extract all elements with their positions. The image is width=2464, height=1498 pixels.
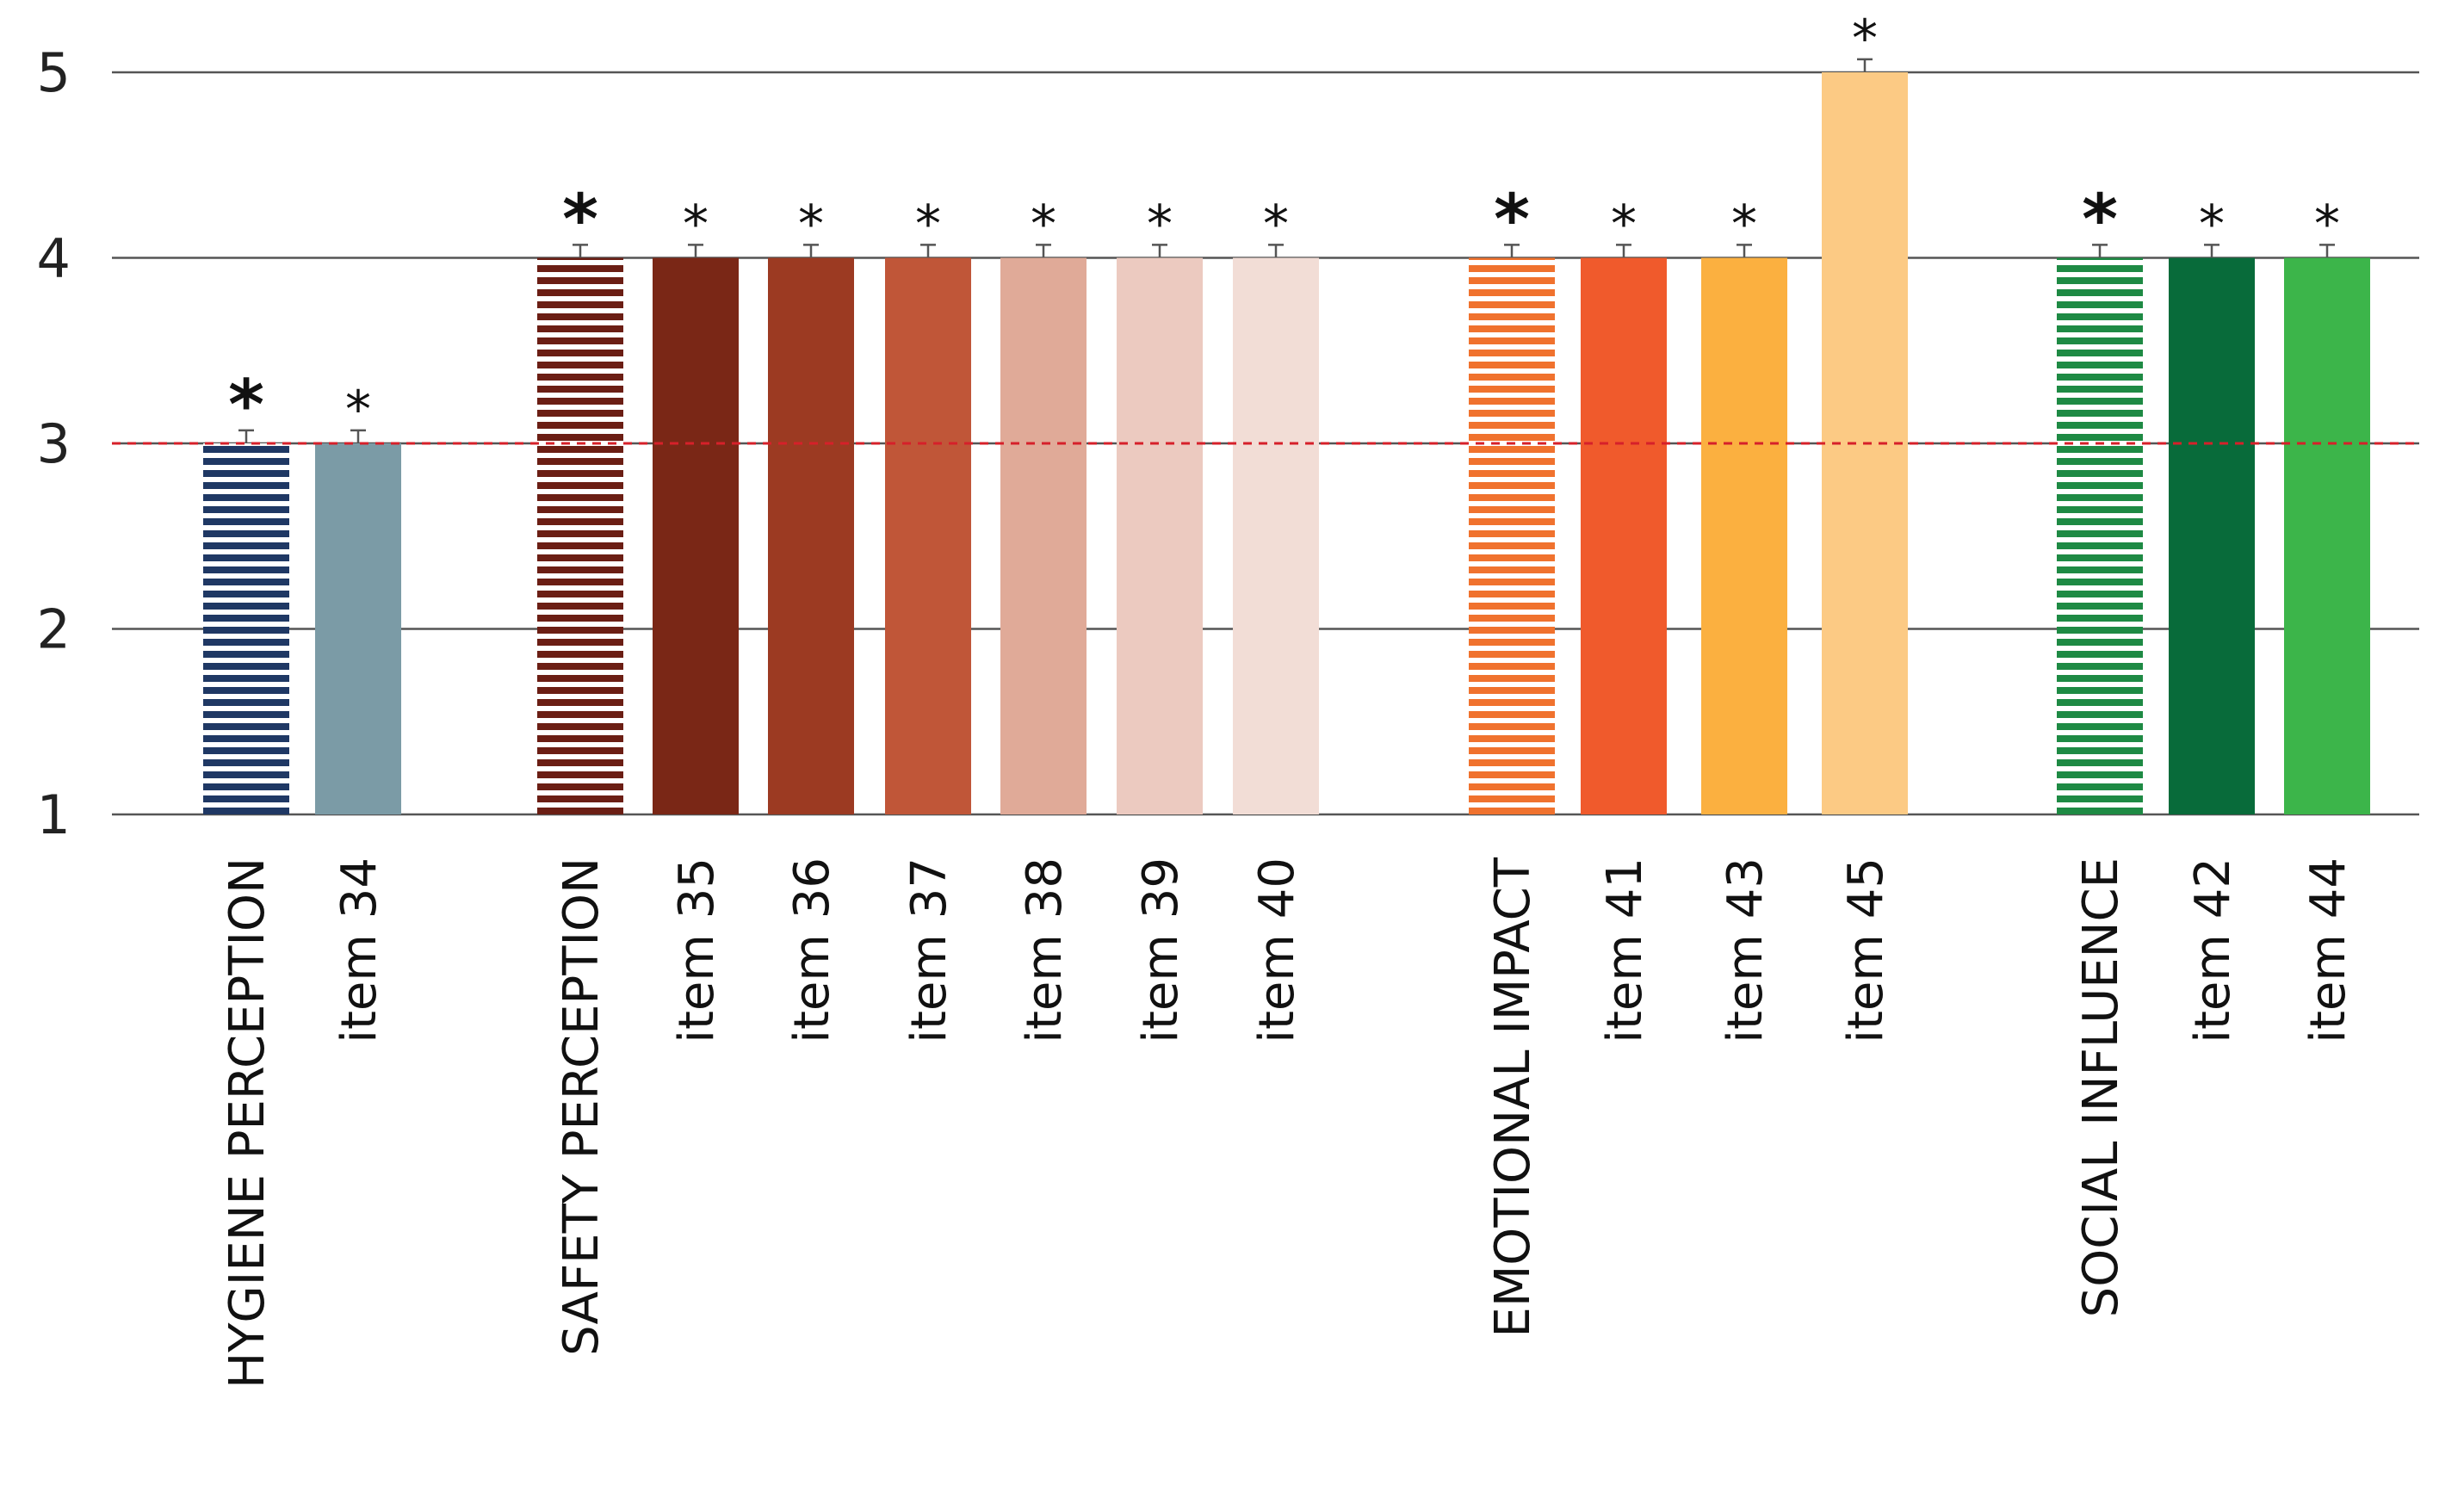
- bar-9: [1233, 257, 1319, 814]
- bar-5: [768, 257, 854, 814]
- category-label-14: SOCIAL INFLUENCE: [2073, 857, 2129, 1317]
- significance-marker-7: *: [1031, 194, 1056, 254]
- category-label-6: item 37: [901, 857, 957, 1043]
- bar-2: [315, 443, 401, 814]
- category-label-12: item 43: [1718, 857, 1774, 1043]
- y-tick-label-3: 3: [37, 412, 71, 475]
- bars: [203, 72, 2370, 814]
- significance-marker-16: *: [2314, 194, 2340, 254]
- bar-15: [2169, 257, 2255, 814]
- significance-marker-8: *: [1147, 194, 1173, 254]
- category-label-11: item 41: [1597, 857, 1653, 1043]
- bar-8: [1117, 257, 1203, 814]
- bar-11: [1581, 257, 1667, 814]
- bar-7: [1000, 257, 1087, 814]
- significance-marker-5: *: [798, 194, 824, 254]
- y-axis-ticks: 1 2 3 4 5: [37, 41, 71, 846]
- significance-marker-15: *: [2199, 194, 2225, 254]
- y-tick-label-5: 5: [37, 41, 71, 104]
- category-label-10: EMOTIONAL IMPACT: [1485, 857, 1541, 1337]
- significance-marker-9: *: [1263, 194, 1289, 254]
- category-label-7: item 38: [1017, 857, 1073, 1043]
- significance-marker-11: *: [1611, 194, 1637, 254]
- bar-12: [1701, 257, 1787, 814]
- category-label-3: SAFETY PERCEPTION: [554, 857, 610, 1356]
- bar-3: [537, 257, 623, 814]
- bar-4: [653, 257, 739, 814]
- error-bars: [238, 58, 2335, 443]
- bar-6: [885, 257, 971, 814]
- category-label-4: item 35: [669, 857, 725, 1043]
- significance-marker-14: *: [2082, 179, 2118, 259]
- category-label-1: HYGIENE PERCEPTION: [220, 857, 275, 1389]
- y-tick-label-2: 2: [37, 598, 71, 661]
- significance-marker-12: *: [1731, 194, 1757, 254]
- bar-1: [203, 443, 289, 814]
- y-tick-label-4: 4: [37, 227, 71, 290]
- bar-14: [2057, 257, 2143, 814]
- category-label-13: item 45: [1838, 857, 1894, 1043]
- significance-marker-6: *: [915, 194, 941, 254]
- bar-16: [2284, 257, 2370, 814]
- significance-marker-10: *: [1494, 179, 1530, 259]
- category-label-9: item 40: [1249, 857, 1305, 1043]
- bar-10: [1469, 257, 1555, 814]
- significance-marker-3: *: [562, 179, 598, 259]
- significance-marker-13: *: [1852, 9, 1878, 69]
- significance-marker-2: *: [345, 380, 371, 440]
- y-tick-label-1: 1: [37, 783, 71, 846]
- category-label-15: item 42: [2185, 857, 2241, 1043]
- x-axis-labels: HYGIENE PERCEPTION item 34 SAFETY PERCEPTI…: [220, 857, 2356, 1389]
- significance-marker-1: *: [228, 365, 264, 445]
- category-label-16: item 44: [2300, 857, 2356, 1043]
- category-label-2: item 34: [331, 857, 387, 1043]
- category-label-8: item 39: [1133, 857, 1189, 1043]
- significance-marker-4: *: [683, 194, 709, 254]
- category-label-5: item 36: [784, 857, 840, 1043]
- significance-markers: * * * * * * * * * * * * * * * *: [228, 9, 2340, 445]
